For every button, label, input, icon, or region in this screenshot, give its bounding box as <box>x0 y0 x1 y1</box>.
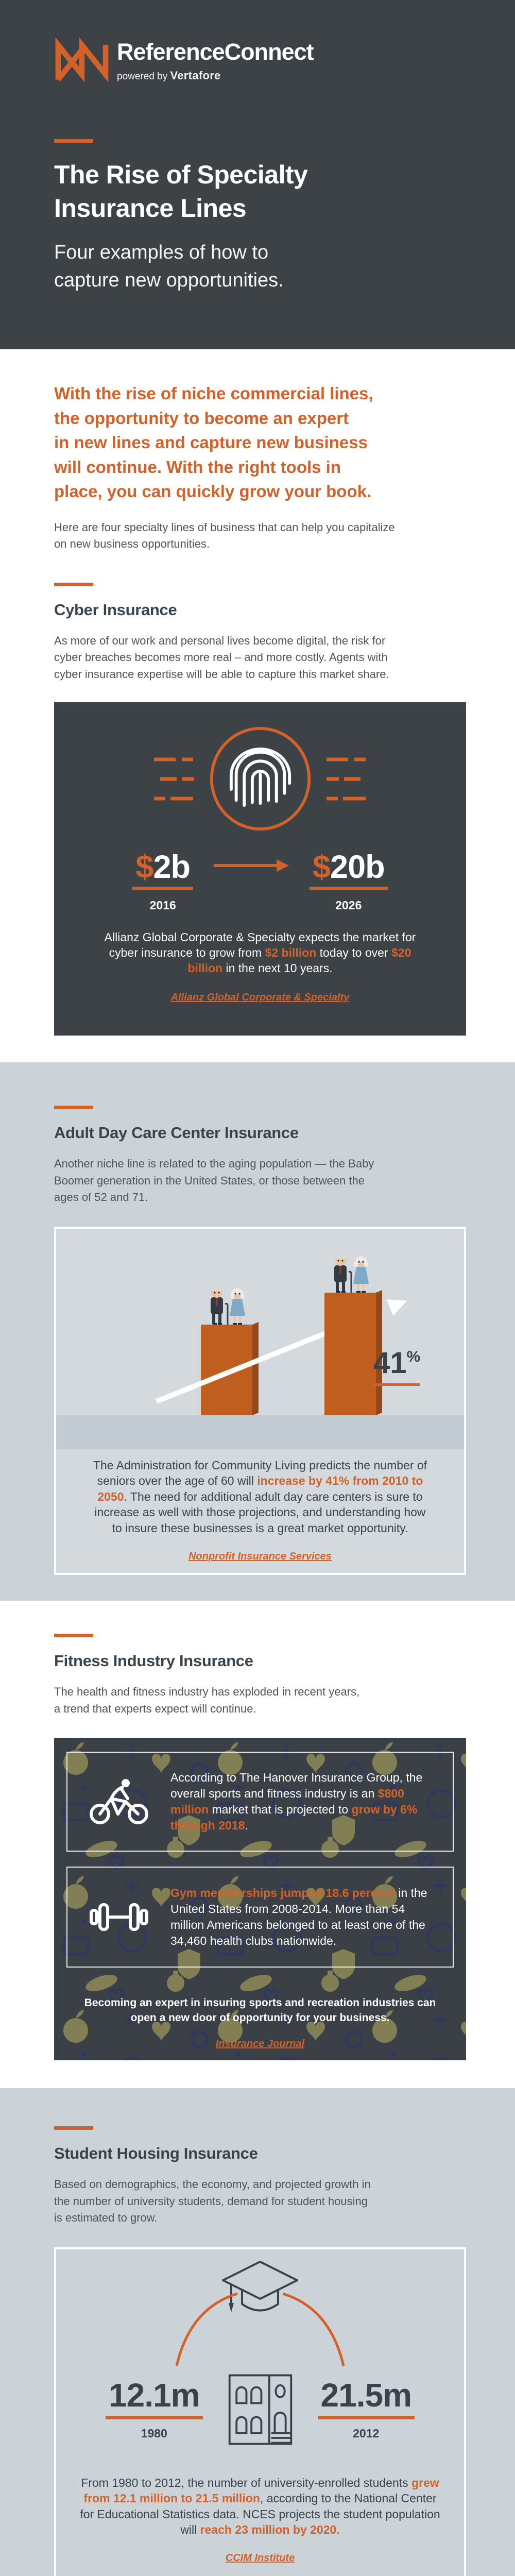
stat-underline <box>106 2415 203 2419</box>
stat-underline <box>317 2415 415 2419</box>
stat-2012-value: 21.5m <box>320 2376 412 2414</box>
fitness-body: The health and fitness industry has expl… <box>54 1685 360 1715</box>
stat-1980-year: 1980 <box>141 2426 167 2440</box>
accent-rule <box>54 1634 93 1637</box>
adult-day-care-section: Adult Day Care Center Insurance Another … <box>0 1062 515 1601</box>
cyclist-icon <box>90 1779 148 1825</box>
accent-rule <box>54 582 93 586</box>
seniors-bar-chart: 41% <box>56 1229 464 1449</box>
page-title: The Rise of Specialty Insurance Lines <box>54 160 308 223</box>
fitness-stat-box-2: Gym memberships jumped 18.6 percent in t… <box>66 1867 454 1968</box>
dumbbell-icon <box>90 1903 148 1931</box>
graduation-cap-icon <box>175 2260 345 2366</box>
fitness-closing-text: Becoming an expert in insuring sports an… <box>84 1997 436 2024</box>
stat-2026: $20b 2026 <box>309 849 388 912</box>
elderly-man <box>211 1285 228 1325</box>
stat-2016-value: $2b <box>135 849 191 886</box>
adult-chart-card: 41% The Administration for Community Liv… <box>54 1226 466 1575</box>
fitness-source-link[interactable]: Insurance Journal <box>215 2038 305 2049</box>
arc-right <box>282 2292 345 2366</box>
pct-label: 41% <box>373 1348 420 1386</box>
arc-left <box>175 2292 238 2366</box>
adult-body: Another niche line is related to the agi… <box>54 1157 374 1204</box>
header: ReferenceConnect powered by Vertafore Th… <box>0 0 515 349</box>
stat-underline <box>132 887 193 891</box>
logo-mark-icon <box>55 37 109 82</box>
powered-by: powered by Vertafore <box>117 69 221 82</box>
intro-and-cyber-section: With the rise of niche commercial lines,… <box>0 349 515 1062</box>
cyber-card-text: Allianz Global Corporate & Specialty exp… <box>104 930 416 975</box>
fitness-stat-box-1: According to The Hanover Insurance Group… <box>66 1752 454 1852</box>
elderly-woman <box>352 1254 370 1294</box>
student-card-text: From 1980 to 2012, the number of univers… <box>80 2476 440 2537</box>
stat-2012: 21.5m 2012 <box>317 2376 415 2441</box>
fitness-card: According to The Hanover Insurance Group… <box>54 1738 466 2061</box>
dorm-building-icon <box>228 2374 292 2445</box>
cyber-stats: $2b 2016 $20b 2026 <box>54 851 466 912</box>
elderly-woman <box>229 1286 246 1326</box>
stat-2012-year: 2012 <box>353 2426 380 2440</box>
bar-2010 <box>201 1321 259 1415</box>
intro-headline: With the rise of niche commercial lines,… <box>54 384 373 501</box>
cyber-heading: Cyber Insurance <box>54 600 177 619</box>
stat-2016: $2b 2016 <box>132 851 193 912</box>
stat-1980-value: 12.1m <box>109 2376 200 2414</box>
pct-underline <box>373 1383 420 1386</box>
student-housing-section: Student Housing Insurance Based on demog… <box>0 2088 515 2576</box>
student-source-link[interactable]: CCIM Institute <box>225 2552 295 2564</box>
page-subtitle: Four examples of how to capture new oppo… <box>54 242 284 292</box>
speed-dashes-icon <box>153 757 194 801</box>
adult-card-text: The Administration for Community Living … <box>93 1458 427 1535</box>
accent-rule <box>54 139 93 143</box>
cyber-stat-card: $2b 2016 $20b 2026 Allianz Global Corpor… <box>54 702 466 1036</box>
stat-underline <box>309 887 388 891</box>
cyber-source-link[interactable]: Allianz Global Corporate & Specialty <box>170 991 350 1003</box>
adult-heading: Adult Day Care Center Insurance <box>54 1124 299 1142</box>
cyber-body: As more of our work and personal lives b… <box>54 634 389 681</box>
fingerprint-icon <box>210 727 311 831</box>
seniors-bar-chart-graphic <box>56 1229 464 1449</box>
vertafore-wordmark: Vertafore <box>170 69 221 82</box>
accent-rule <box>54 2126 93 2130</box>
accent-rule <box>54 1106 93 1109</box>
student-stats-card: 12.1m 1980 <box>54 2247 466 2576</box>
elderly-man <box>334 1253 351 1293</box>
stat-1980: 12.1m 1980 <box>106 2376 203 2441</box>
fitness-box1-text: According to The Hanover Insurance Group… <box>170 1770 423 1833</box>
fitness-box2-text: Gym memberships jumped 18.6 percent in t… <box>170 1886 427 1948</box>
adult-source-link[interactable]: Nonprofit Insurance Services <box>188 1550 332 1562</box>
student-body: Based on demographics, the economy, and … <box>54 2178 371 2225</box>
stat-2016-year: 2016 <box>149 899 176 912</box>
stat-2026-value: $20b <box>312 849 385 886</box>
fitness-heading: Fitness Industry Insurance <box>54 1652 253 1670</box>
fitness-section: Fitness Industry Insurance The health an… <box>0 1601 515 2088</box>
speed-dashes-icon <box>326 757 366 801</box>
brand-logo: ReferenceConnect powered by Vertafore <box>54 36 469 86</box>
brand-name: ReferenceConnect <box>117 39 314 65</box>
student-stats-row: 12.1m 1980 <box>56 2371 464 2448</box>
student-heading: Student Housing Insurance <box>54 2144 258 2162</box>
intro-body: Here are four specialty lines of busines… <box>54 520 395 551</box>
right-arrow-icon <box>213 859 289 872</box>
stat-2026-year: 2026 <box>335 899 362 912</box>
